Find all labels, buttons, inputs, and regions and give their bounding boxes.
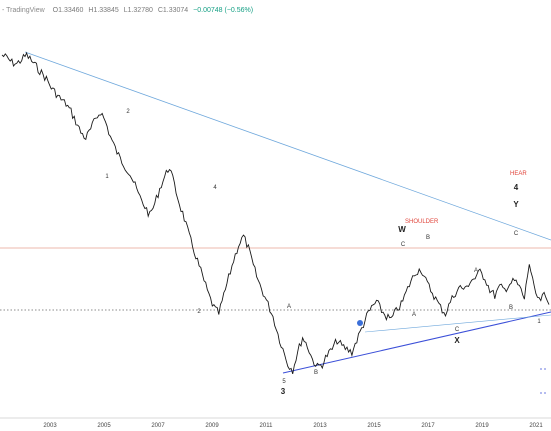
wave-label: A — [474, 268, 478, 274]
wave-label: C — [455, 327, 460, 333]
x-tick-label: 2019 — [475, 423, 489, 429]
chart-header: - TradingView O1.33460 H1.33845 L1.32780… — [0, 0, 551, 20]
change-value: −0.00748 (−0.56%) — [193, 6, 254, 14]
low-value: L1.32780 — [123, 6, 153, 14]
brand-label: - TradingView — [2, 6, 45, 14]
x-tick-label: 2009 — [205, 423, 219, 429]
price-line — [1, 51, 550, 375]
wave-label: B — [314, 370, 318, 376]
horizontal-levels — [0, 247, 551, 311]
upper-trendline — [24, 51, 551, 241]
wave-label: B — [509, 305, 513, 311]
wave-label: 4 — [213, 185, 217, 191]
wave-label: 5 — [282, 379, 286, 385]
open-value: O1.33460 — [52, 6, 84, 14]
x-tick-label: 2013 — [313, 423, 327, 429]
wave-label: A — [412, 312, 416, 318]
wave-label: 1 — [105, 174, 109, 180]
price-series — [1, 51, 550, 375]
trendlines — [24, 51, 551, 374]
x-tick-label: 2007 — [151, 423, 165, 429]
shoulder-label: SHOULDER — [405, 219, 439, 225]
wave-label: B — [426, 235, 430, 241]
head-label: HEAR — [510, 171, 527, 177]
wave-label: W — [398, 225, 406, 234]
inner-trendline — [364, 314, 551, 333]
x-tick-label: 2005 — [97, 423, 111, 429]
wave-label: X — [454, 336, 460, 345]
x-axis: 2003 2005 2007 2009 2011 2013 2015 2017 2019 2021 — [0, 368, 551, 429]
ohlc-readout: O1.33460 H1.33845 L1.32780 C1.33074 −0.0… — [53, 7, 256, 14]
wave-label: 1 — [537, 319, 541, 325]
wave-label: C — [401, 242, 406, 248]
lower-trendline — [282, 311, 551, 374]
wave-label: 3 — [281, 387, 286, 396]
event-marker — [357, 320, 363, 326]
wave-label: A — [287, 304, 291, 310]
high-value: H1.33845 — [88, 6, 119, 14]
close-value: C1.33074 — [157, 6, 189, 14]
wave-label: 2 — [126, 109, 130, 115]
x-tick-label: 2017 — [421, 423, 435, 429]
wave-label: 2 — [197, 309, 201, 315]
wave-label: C — [514, 231, 519, 237]
wave-label: Y — [513, 200, 519, 209]
wave-label: 4 — [514, 183, 519, 192]
x-tick-label: 2021 — [529, 423, 543, 429]
x-tick-label: 2011 — [260, 423, 274, 429]
x-tick-label: 2015 — [367, 423, 381, 429]
x-tick-label: 2003 — [43, 423, 57, 429]
